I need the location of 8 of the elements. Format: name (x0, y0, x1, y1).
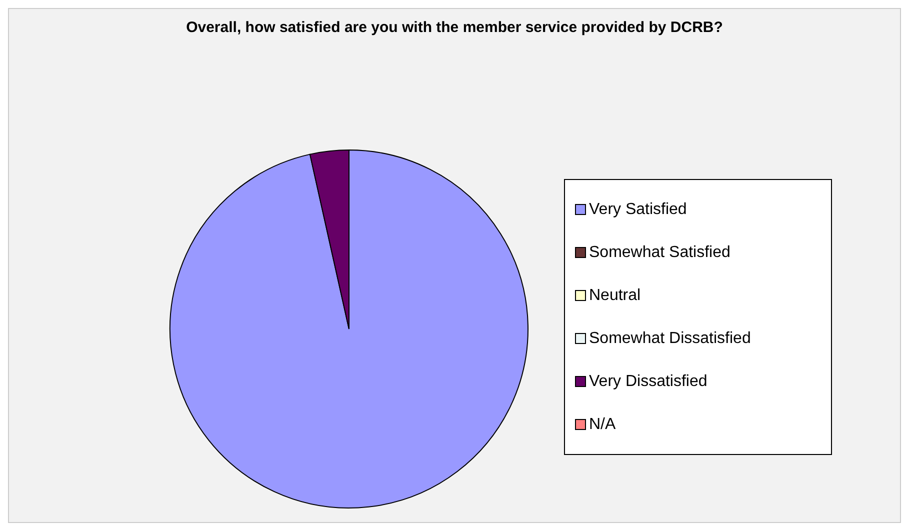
legend-label: Neutral (589, 286, 641, 304)
pie-slice (170, 150, 528, 508)
legend-label: Very Satisfied (589, 200, 687, 218)
legend-label: N/A (589, 416, 616, 434)
legend-label: Very Dissatisfied (589, 372, 708, 390)
legend-label: Somewhat Dissatisfied (589, 330, 751, 348)
chart-title: Overall, how satisfied are you with the member service provided by DCRB? (185, 19, 724, 36)
legend-label: Somewhat Satisfied (589, 244, 730, 262)
